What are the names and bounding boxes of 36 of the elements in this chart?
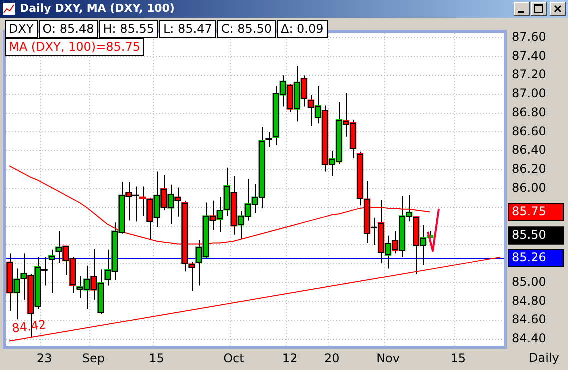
chart-title: Daily DXY, MA (DXY, 100): [20, 1, 175, 17]
x-tick-label: 15: [149, 351, 164, 366]
annotation: Δ: 0.09: [276, 20, 328, 38]
annotation: MA (DXY, 100)=85.75: [5, 38, 144, 56]
y-tick-label: 87.00: [512, 86, 546, 101]
annotation: 84.42: [11, 318, 48, 336]
y-tick-label: 86.40: [512, 143, 546, 158]
annotation: C: 85.50: [217, 20, 276, 38]
y-tick-label: 86.20: [512, 162, 546, 176]
y-tick-label: 87.60: [512, 30, 546, 44]
x-tick-label: 15: [450, 351, 466, 366]
y-tick-label: 86.00: [512, 180, 546, 195]
y-tick-label: 86.80: [512, 105, 546, 120]
annotation: H: 85.55: [99, 20, 158, 38]
y-tick-label: 86.60: [512, 124, 546, 138]
annotation: L: 85.47: [159, 20, 216, 38]
x-axis-title: Daily: [529, 351, 560, 366]
annotation: O: 85.48: [38, 20, 98, 38]
y-tick-label: 85.00: [512, 275, 546, 289]
text: 85.75: [512, 204, 546, 218]
candlestick: [266, 132, 272, 148]
candlestick: [48, 249, 55, 294]
x-tick-label: 20: [324, 351, 340, 366]
ref-line-label: 85.26: [512, 250, 546, 265]
annotation: DXY: [5, 20, 38, 38]
text: 85.50: [512, 228, 546, 242]
x-tick-label: Sep: [82, 351, 105, 366]
x-tick-label: Oct: [224, 351, 245, 366]
y-tick-label: 84.80: [512, 294, 546, 308]
x-tick-label: Nov: [376, 351, 400, 366]
x-tick-label: 12: [282, 351, 298, 366]
y-tick-label: 84.60: [512, 312, 546, 327]
y-tick-label: 87.20: [512, 68, 546, 82]
y-tick-label: 84.40: [512, 332, 546, 346]
y-tick-label: 87.40: [512, 48, 546, 63]
x-tick-label: 23: [36, 351, 52, 366]
